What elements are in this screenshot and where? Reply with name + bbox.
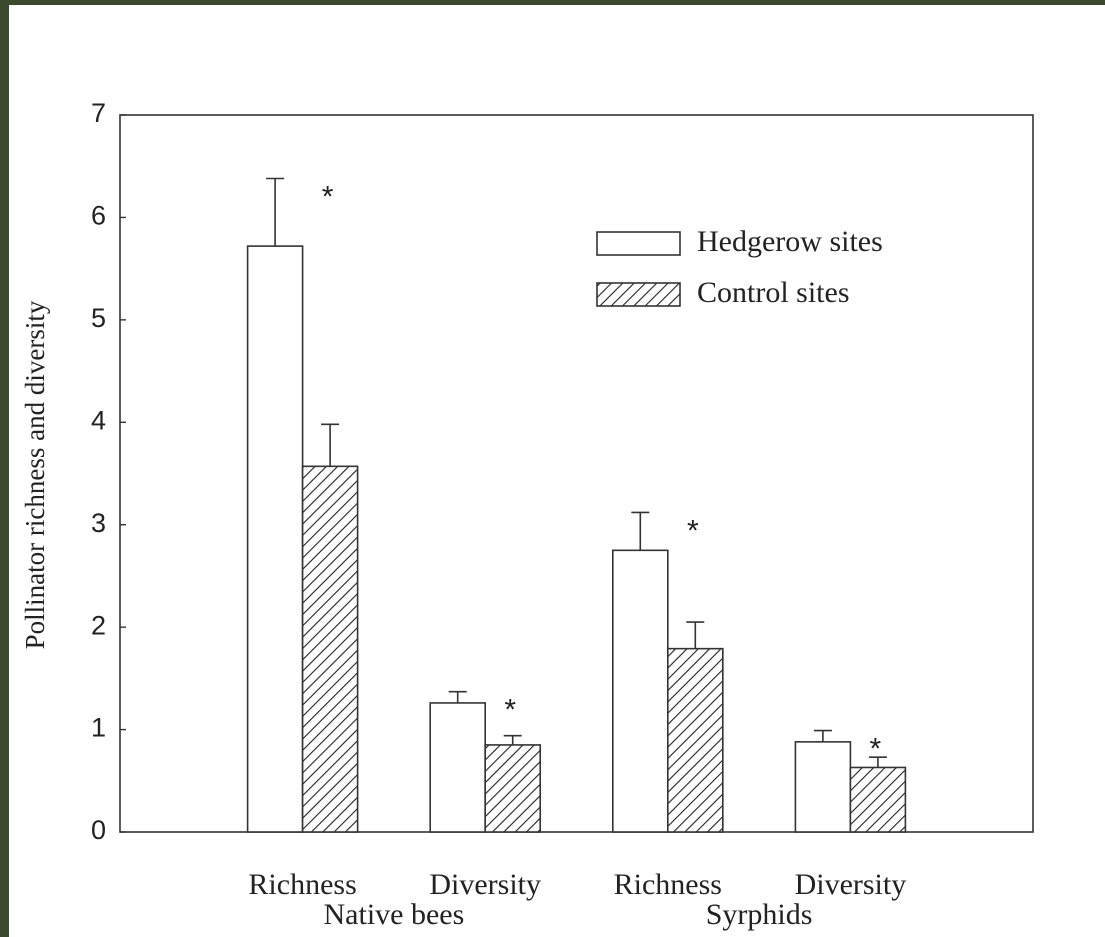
group-label: Syrphids [706,898,813,931]
significance-mark: * [504,694,516,727]
y-tick-label: 4 [91,405,106,435]
error-bar [686,622,704,649]
y-tick-label: 6 [91,201,106,231]
significance-mark: * [322,180,334,213]
page: {"chart_data": { "type": "bar", "y_label… [0,0,1105,937]
x-tick-label: Diversity [429,868,541,901]
error-bar [449,692,467,703]
error-bar [266,179,284,247]
bar [430,703,485,832]
photo-border-top [0,0,1105,5]
error-bar [814,731,832,742]
y-tick-label: 0 [91,815,106,845]
error-bar [321,424,339,466]
error-bar [631,512,649,550]
y-tick-label: 1 [91,713,106,743]
legend-swatch [597,232,680,255]
error-bar [504,736,522,745]
legend-swatch [597,283,680,306]
bar [613,550,668,832]
bar [248,246,303,832]
photo-border-left [0,0,9,937]
bar [850,767,905,832]
y-tick-label: 3 [91,508,106,538]
bar [668,649,723,832]
chart: Pollinator richness and diversity 0 1 2 3 4 5… [0,0,1105,937]
y-tick-label: 5 [91,303,106,333]
y-tick-label: 2 [91,610,106,640]
x-tick-label: Richness [614,868,722,901]
y-axis-label: Pollinator richness and diversity [20,300,50,649]
x-tick-label: Diversity [795,868,907,901]
legend-label: Hedgerow sites [697,225,883,258]
bar [485,745,540,832]
legend-label: Control sites [697,276,850,309]
bar [303,466,358,832]
bar [795,742,850,832]
y-tick-label: 7 [91,98,106,128]
x-tick-label: Richness [248,868,356,901]
significance-mark: * [687,514,699,547]
significance-mark: * [870,733,882,766]
group-label: Native bees [324,898,465,931]
